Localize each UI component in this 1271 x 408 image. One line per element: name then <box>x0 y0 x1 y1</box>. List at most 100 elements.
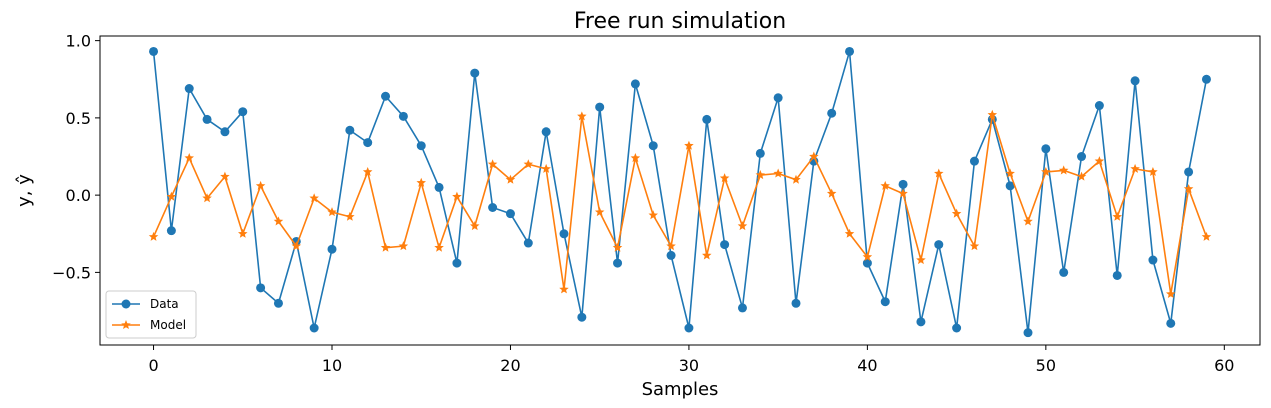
y-tick-label: 1.0 <box>66 32 91 51</box>
series-layer <box>148 46 1212 338</box>
model-point <box>1023 216 1033 226</box>
series-data <box>149 46 1211 338</box>
model-point <box>505 174 516 184</box>
model-point <box>684 140 694 150</box>
model-point <box>719 173 730 183</box>
model-point <box>220 171 230 181</box>
data-point <box>702 114 712 124</box>
legend-item-data: Data <box>112 297 179 311</box>
data-point <box>1184 167 1194 177</box>
model-point <box>345 211 355 221</box>
data-point <box>398 111 408 121</box>
data-point <box>952 323 962 333</box>
data-point <box>791 298 801 308</box>
data-point <box>1077 152 1087 162</box>
x-tick-label: 20 <box>500 356 520 375</box>
model-point <box>666 241 676 251</box>
model-point <box>594 207 605 217</box>
data-point <box>434 182 444 192</box>
model-point <box>880 180 890 190</box>
model-point <box>577 111 587 121</box>
data-point <box>452 258 462 268</box>
model-point <box>327 207 337 217</box>
data-point <box>523 238 533 248</box>
data-point <box>149 46 159 56</box>
data-point <box>309 323 319 333</box>
data-point <box>184 84 194 94</box>
model-point <box>826 188 837 198</box>
y-axis: −0.5 0.0 0.5 1.0 <box>52 32 100 282</box>
legend: Data Model <box>105 290 197 339</box>
legend-label: Model <box>150 318 186 332</box>
model-point <box>541 163 551 173</box>
series-model <box>148 109 1212 299</box>
model-point <box>934 168 944 178</box>
x-tick-label: 40 <box>857 356 877 375</box>
data-point <box>755 148 765 158</box>
data-point <box>166 226 176 236</box>
data-point <box>1166 318 1176 328</box>
data-point <box>666 250 676 260</box>
legend-item-model: Model <box>112 318 186 332</box>
data-point <box>559 229 569 239</box>
y-tick-label: −0.5 <box>52 263 91 282</box>
data-point <box>880 297 890 307</box>
data-point <box>737 303 747 313</box>
model-point <box>1148 166 1158 177</box>
model-point <box>612 242 623 252</box>
model-point <box>755 170 766 180</box>
data-point <box>488 202 498 212</box>
data-point <box>470 68 480 78</box>
data-point <box>363 138 373 148</box>
data-point <box>916 317 926 327</box>
x-tick-label: 50 <box>1036 356 1056 375</box>
data-point <box>613 258 623 268</box>
data-point <box>827 108 837 118</box>
model-point <box>523 159 534 169</box>
data-point <box>862 258 872 268</box>
data-point <box>202 114 212 124</box>
model-point <box>737 221 748 231</box>
model-point <box>1076 171 1087 181</box>
model-point <box>1183 183 1194 193</box>
legend-marker <box>121 299 131 309</box>
model-point <box>255 180 266 190</box>
model-point <box>398 241 409 251</box>
model-point <box>1201 231 1212 241</box>
data-point <box>238 107 248 117</box>
data-point <box>1005 181 1015 191</box>
data-point <box>1148 255 1158 265</box>
model-point <box>291 241 302 251</box>
model-point <box>648 210 658 220</box>
legend-marker <box>121 320 131 330</box>
data-point <box>1112 270 1122 280</box>
x-tick-label: 10 <box>322 356 342 375</box>
model-point <box>202 193 212 203</box>
model-point <box>1166 289 1176 299</box>
model-point <box>184 153 194 163</box>
data-point <box>1059 267 1069 277</box>
data-point <box>256 283 266 293</box>
model-point <box>1112 211 1122 221</box>
y-tick-label: 0.0 <box>66 186 91 205</box>
data-point <box>845 46 855 56</box>
model-point <box>434 242 444 252</box>
model-point <box>916 255 926 265</box>
data-point <box>1130 76 1140 86</box>
model-point <box>416 177 426 187</box>
data-point <box>1094 101 1104 111</box>
model-point <box>166 191 177 201</box>
model-point <box>844 228 855 238</box>
model-point <box>1094 156 1105 166</box>
model-point <box>452 191 462 201</box>
y-axis-label: y, ŷ <box>14 174 35 207</box>
series-line-model <box>152 113 1208 295</box>
data-point <box>898 179 908 189</box>
x-axis: 0 10 20 30 40 50 60 <box>148 345 1234 375</box>
model-point <box>1005 168 1015 178</box>
model-point <box>702 250 712 260</box>
model-point <box>1058 165 1069 175</box>
model-point <box>630 153 641 163</box>
x-tick-label: 0 <box>148 356 158 375</box>
